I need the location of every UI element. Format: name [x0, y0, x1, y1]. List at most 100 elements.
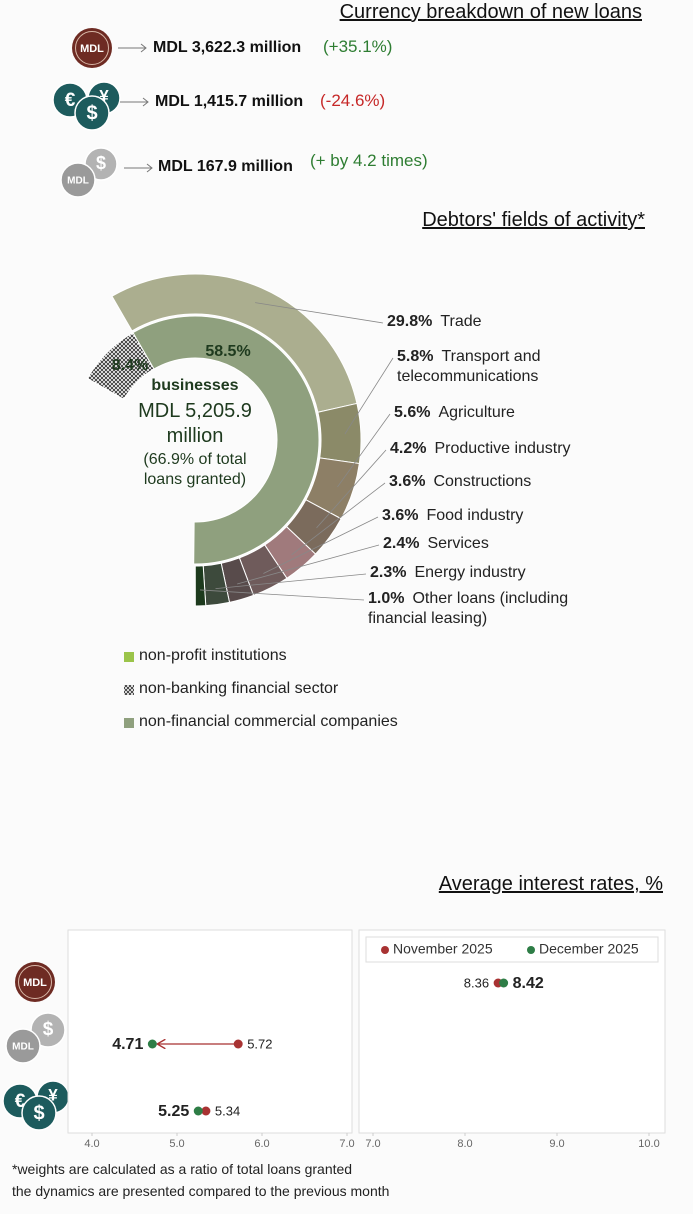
- foreign-currency-icon: € ¥ $: [52, 81, 121, 131]
- sector-value: 4.2%: [390, 440, 427, 457]
- sector-name: Constructions: [433, 473, 532, 490]
- rate-label: 5.72: [247, 1036, 272, 1051]
- x-tick-label: 7.0: [365, 1138, 380, 1150]
- loan-change: (+ by 4.2 times): [310, 151, 428, 170]
- sector-label: 4.2% Productive industry: [390, 439, 571, 459]
- sector-label: 29.8% Trade: [387, 312, 482, 332]
- sector-value: 3.6%: [389, 473, 426, 490]
- outer-segment: [194, 565, 207, 607]
- arrow: [124, 163, 153, 173]
- sector-label: 3.6% Constructions: [389, 472, 531, 492]
- sector-label: 2.3% Energy industry: [370, 563, 526, 583]
- indexed-currency-icon: $ MDL: [60, 147, 118, 198]
- sector-label: 1.0% Other loans (including financial lea…: [368, 589, 613, 629]
- footnote: *weights are calculated as a ratio of to…: [12, 1161, 353, 1177]
- sector-value: 1.0%: [368, 590, 405, 607]
- sector-value: 2.4%: [383, 535, 420, 552]
- center-label: businesses: [151, 377, 239, 394]
- sector-name: Food industry: [426, 507, 524, 524]
- x-tick-label: 8.0: [457, 1138, 472, 1150]
- legend-label: non-financial commercial companies: [139, 713, 398, 730]
- sector-value: 29.8%: [387, 313, 433, 330]
- sector-value: 5.8%: [397, 348, 434, 365]
- icon-text: $: [33, 1102, 44, 1124]
- icon-text: MDL: [12, 1042, 34, 1053]
- icon-text: MDL: [67, 176, 89, 187]
- leader-line: [215, 573, 367, 589]
- chart-title: Debtors' fields of activity*: [422, 209, 645, 231]
- center-label: MDL 5,205.9 million: [138, 400, 252, 447]
- center-label: (66.9% of total loans granted): [143, 451, 247, 488]
- chart-title: Average interest rates, %: [438, 873, 663, 895]
- icon-text: $: [86, 102, 97, 124]
- icon-text: ¥: [48, 1085, 58, 1104]
- sector-name: Other loans (including financial leasing…: [368, 590, 569, 627]
- rate-label: 4.71: [112, 1036, 143, 1053]
- legend-label: December 2025: [539, 941, 639, 957]
- arrow: [120, 97, 149, 107]
- sector-name: Services: [427, 535, 489, 552]
- icon-text: $: [96, 153, 106, 173]
- mdl-icon: MDL: [15, 962, 55, 1002]
- legend-label: non-banking financial sector: [139, 680, 339, 697]
- sector-value: 2.3%: [370, 564, 407, 581]
- legend-box: [365, 936, 659, 963]
- icon-text: MDL: [23, 977, 47, 989]
- x-tick-label: 10.0: [638, 1138, 659, 1150]
- loan-change: (-24.6%): [320, 91, 386, 110]
- footnote: the dynamics are presented compared to t…: [12, 1183, 390, 1199]
- sector-label: 5.8% Transport and telecommunications: [397, 347, 582, 387]
- legend-dot: [381, 946, 389, 954]
- leader-line: [255, 302, 384, 324]
- leader-line: [337, 413, 391, 488]
- inner-value-label: 58.5%: [205, 343, 251, 360]
- legend-swatch: [124, 685, 134, 695]
- x-tick-label: 6.0: [254, 1138, 269, 1150]
- inner-value-label: 8.4%: [111, 357, 149, 374]
- loan-amount: MDL 3,622.3 million: [153, 39, 302, 56]
- icon-text: $: [43, 1019, 54, 1040]
- icon-text: ¥: [99, 86, 109, 105]
- rate-dot: [233, 1039, 243, 1049]
- inner-segment: [132, 315, 320, 565]
- icon-text: €: [15, 1091, 26, 1112]
- legend-label: non-profit institutions: [139, 647, 287, 664]
- section-title: Currency breakdown of new loans: [339, 1, 642, 23]
- loan-amount: MDL 167.9 million: [158, 158, 293, 175]
- rate-dot: [201, 1106, 211, 1116]
- rate-label: 8.36: [464, 975, 489, 990]
- rate-dot: [193, 1106, 203, 1116]
- sector-label: 3.6% Food industry: [382, 506, 523, 526]
- leader-line: [291, 482, 386, 556]
- x-tick-label: 4.0: [84, 1138, 99, 1150]
- leader-line: [237, 544, 380, 585]
- legend-label: November 2025: [393, 941, 493, 957]
- rate-label: 5.25: [158, 1103, 189, 1120]
- leader-line: [344, 357, 394, 435]
- sector-value: 5.6%: [394, 404, 431, 421]
- sector-name: Transport and telecommunications: [397, 348, 541, 385]
- sector-name: Agriculture: [438, 404, 515, 421]
- sector-name: Trade: [440, 313, 482, 330]
- indexed-currency-icon: $ MDL: [5, 1012, 66, 1064]
- panel: [358, 929, 666, 1134]
- mdl-icon: MDL: [72, 28, 112, 68]
- x-tick-label: 7.0: [339, 1138, 354, 1150]
- legend-swatch: [124, 718, 134, 728]
- rate-label: 5.34: [215, 1103, 240, 1118]
- arrow: [118, 43, 147, 53]
- x-tick-label: 9.0: [549, 1138, 564, 1150]
- icon-text: €: [65, 90, 76, 111]
- legend-dot: [527, 946, 535, 954]
- rate-dot: [147, 1039, 157, 1049]
- sector-label: 5.6% Agriculture: [394, 403, 515, 423]
- rate-label: 8.42: [513, 975, 544, 992]
- leader-line: [263, 516, 379, 574]
- outer-segment: [317, 402, 362, 465]
- sector-value: 3.6%: [382, 507, 419, 524]
- rate-dot: [499, 978, 509, 988]
- sector-label: 2.4% Services: [383, 534, 489, 554]
- loan-amount: MDL 1,415.7 million: [155, 93, 304, 110]
